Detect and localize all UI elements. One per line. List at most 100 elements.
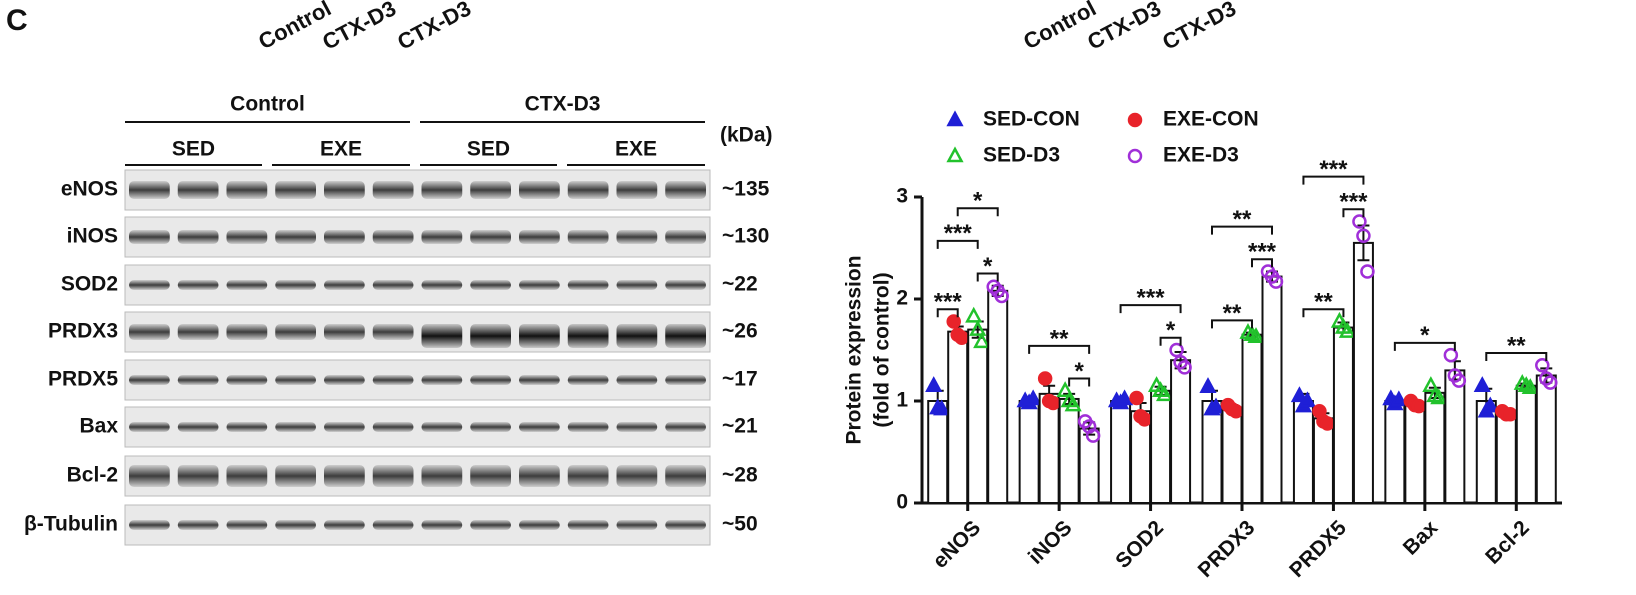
data-point [1451,373,1467,388]
blot-band [275,324,316,340]
top-label: Control [1019,0,1100,54]
bar [1424,391,1446,504]
significance-label: *** [1319,156,1348,183]
blot-band [665,230,706,244]
data-point [986,279,1001,295]
significance-label: * [1074,358,1084,385]
data-point [1268,274,1284,289]
significance-label: ** [1223,300,1242,327]
blot-band [226,181,268,199]
significance-bracket [1485,352,1548,362]
bar [1058,397,1080,504]
x-tick-label: eNOS [928,516,985,573]
blot-band [616,375,658,385]
blot-band [324,181,365,199]
panel-label: C [6,4,28,37]
blot-band [665,280,706,290]
blot-kda: ~22 [722,273,758,296]
blot-band [616,422,658,432]
blot-band [616,465,658,487]
blot-band [665,465,706,487]
blot-band [421,230,463,244]
blot-band [372,465,414,487]
significance-label: *** [1137,284,1166,311]
bar [1150,389,1172,504]
blot-band [616,520,658,530]
top-label: CTX-D3 [1083,0,1165,55]
legend-marker [946,146,964,163]
data-point [1543,375,1558,390]
blot-band [665,520,706,530]
bar [1170,359,1192,505]
data-point [1298,391,1317,408]
kda-label: (kDa) [720,124,773,147]
blot-band [519,375,560,385]
legend-label: EXE-D3 [1163,144,1239,167]
blot-band [372,422,414,432]
significance-bracket [1068,377,1091,387]
blot-band [129,181,170,199]
x-tick-label: PRDX3 [1194,516,1260,582]
blot-kda: ~135 [722,178,770,201]
significance-label: * [983,253,993,280]
data-point [1535,358,1550,373]
bar [1312,417,1334,504]
data-point [1443,347,1459,363]
bar [1444,369,1466,504]
data-point [969,319,987,336]
y-tick-label: 1 [896,389,908,412]
blot-band [665,324,706,348]
significance-bracket [976,272,999,282]
blot-band [616,324,658,348]
blot-row-label: Bcl-2 [67,464,118,487]
legend-marker [1127,112,1143,128]
bar [967,328,989,504]
blot-kda: ~21 [722,415,758,438]
bar [1221,407,1243,505]
blot-band [372,375,414,385]
data-point [1320,416,1335,431]
bar [1261,275,1283,504]
data-point [1155,385,1174,402]
blot-band [470,324,511,348]
blot-band [324,465,365,487]
blot-band [129,465,170,487]
data-point [1411,398,1427,414]
blot-band [519,324,560,348]
significance-label: * [1166,317,1176,344]
data-point [1360,264,1375,279]
data-point [994,288,1009,304]
blot-band [129,520,170,530]
blot-band [324,375,365,385]
blot-band [519,465,560,487]
significance-label: *** [944,220,973,247]
data-point [965,306,983,323]
blot-band [519,520,560,530]
data-point [1503,407,1518,422]
significance-label: *** [1339,189,1368,216]
blot-band [177,520,219,530]
blot-band [470,520,511,530]
blot-band [519,230,560,244]
significance-label: *** [934,289,963,316]
data-point [1024,389,1042,406]
significance-label: * [973,188,983,215]
significance-bracket [1342,208,1365,218]
data-point [1228,403,1244,419]
x-tick-label: PRDX5 [1285,516,1351,582]
blot-band [519,280,560,290]
significance-label: *** [1248,239,1277,266]
blot-band [275,520,316,530]
significance-bracket [1211,225,1273,235]
y-tick-label: 3 [896,185,908,208]
blot-band [226,520,268,530]
data-point [1473,376,1491,392]
significance-bracket [1393,341,1456,351]
blot-band [567,465,609,487]
significance-bracket [1119,304,1182,314]
significance-label: ** [1507,332,1526,359]
data-point [1338,322,1357,338]
bar [1110,400,1132,504]
data-point [933,399,951,416]
